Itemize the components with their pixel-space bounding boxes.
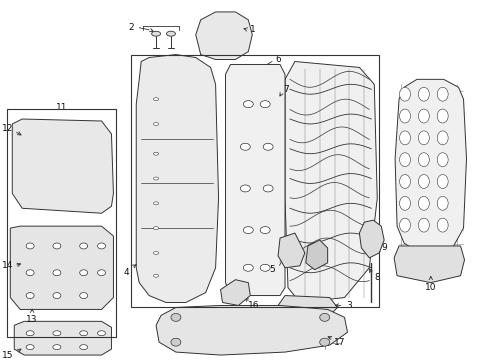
Ellipse shape — [437, 153, 448, 167]
Ellipse shape — [171, 314, 181, 321]
Text: 12: 12 — [1, 125, 13, 134]
Ellipse shape — [241, 185, 250, 192]
Text: 15: 15 — [1, 351, 13, 360]
Ellipse shape — [153, 177, 159, 180]
Text: 16: 16 — [247, 301, 259, 310]
Ellipse shape — [260, 101, 270, 108]
Ellipse shape — [171, 338, 181, 346]
Ellipse shape — [26, 270, 34, 276]
Ellipse shape — [153, 274, 159, 277]
Polygon shape — [196, 12, 252, 59]
Ellipse shape — [241, 143, 250, 150]
Text: 3: 3 — [346, 301, 352, 310]
Polygon shape — [278, 296, 338, 315]
Ellipse shape — [418, 175, 429, 188]
Ellipse shape — [399, 87, 411, 101]
Ellipse shape — [399, 196, 411, 210]
Ellipse shape — [399, 131, 411, 145]
Text: 7: 7 — [283, 85, 289, 94]
Polygon shape — [306, 240, 328, 270]
Text: 5: 5 — [269, 265, 275, 274]
Text: 11: 11 — [56, 103, 68, 112]
Polygon shape — [394, 246, 465, 283]
Text: 4: 4 — [123, 268, 129, 277]
Text: 13: 13 — [26, 315, 38, 324]
Polygon shape — [278, 233, 305, 268]
Polygon shape — [359, 220, 384, 258]
Ellipse shape — [399, 218, 411, 232]
Ellipse shape — [167, 31, 175, 36]
Ellipse shape — [437, 196, 448, 210]
Polygon shape — [14, 321, 111, 355]
Ellipse shape — [418, 131, 429, 145]
Ellipse shape — [53, 331, 61, 336]
Text: 17: 17 — [334, 338, 345, 347]
Polygon shape — [10, 226, 113, 310]
Ellipse shape — [53, 270, 61, 276]
Polygon shape — [285, 62, 377, 302]
Ellipse shape — [53, 243, 61, 249]
Bar — [131, 55, 379, 307]
Ellipse shape — [437, 131, 448, 145]
Ellipse shape — [153, 152, 159, 155]
Ellipse shape — [319, 314, 330, 321]
Ellipse shape — [437, 109, 448, 123]
Ellipse shape — [80, 293, 88, 298]
Ellipse shape — [26, 331, 34, 336]
Ellipse shape — [418, 196, 429, 210]
Ellipse shape — [244, 227, 253, 234]
Ellipse shape — [53, 345, 61, 350]
Ellipse shape — [153, 251, 159, 255]
Ellipse shape — [437, 87, 448, 101]
Polygon shape — [395, 79, 466, 253]
Ellipse shape — [418, 109, 429, 123]
Ellipse shape — [80, 331, 88, 336]
Ellipse shape — [399, 175, 411, 188]
Ellipse shape — [153, 122, 159, 125]
Ellipse shape — [418, 87, 429, 101]
Ellipse shape — [98, 331, 105, 336]
Polygon shape — [220, 280, 250, 306]
Text: 6: 6 — [275, 55, 281, 64]
Ellipse shape — [98, 243, 105, 249]
Ellipse shape — [437, 175, 448, 188]
Text: 14: 14 — [1, 261, 13, 270]
Ellipse shape — [153, 98, 159, 101]
Ellipse shape — [153, 202, 159, 205]
Ellipse shape — [244, 101, 253, 108]
Ellipse shape — [244, 264, 253, 271]
Text: 10: 10 — [425, 283, 437, 292]
Bar — [7, 109, 117, 337]
Ellipse shape — [98, 270, 105, 276]
Ellipse shape — [418, 218, 429, 232]
Text: 1: 1 — [250, 25, 256, 34]
Polygon shape — [225, 64, 285, 296]
Polygon shape — [12, 119, 113, 213]
Ellipse shape — [80, 345, 88, 350]
Ellipse shape — [26, 345, 34, 350]
Ellipse shape — [260, 227, 270, 234]
Ellipse shape — [26, 293, 34, 298]
Ellipse shape — [263, 185, 273, 192]
Ellipse shape — [263, 143, 273, 150]
Ellipse shape — [153, 227, 159, 230]
Text: 2: 2 — [128, 23, 134, 32]
Ellipse shape — [260, 264, 270, 271]
Ellipse shape — [399, 153, 411, 167]
Ellipse shape — [80, 270, 88, 276]
Text: 8: 8 — [374, 273, 380, 282]
Ellipse shape — [437, 218, 448, 232]
Ellipse shape — [418, 153, 429, 167]
Ellipse shape — [319, 338, 330, 346]
Ellipse shape — [26, 243, 34, 249]
Ellipse shape — [151, 31, 161, 36]
Ellipse shape — [399, 109, 411, 123]
Polygon shape — [156, 306, 347, 355]
Ellipse shape — [53, 293, 61, 298]
Ellipse shape — [80, 243, 88, 249]
Text: 9: 9 — [381, 243, 387, 252]
Polygon shape — [136, 55, 219, 302]
